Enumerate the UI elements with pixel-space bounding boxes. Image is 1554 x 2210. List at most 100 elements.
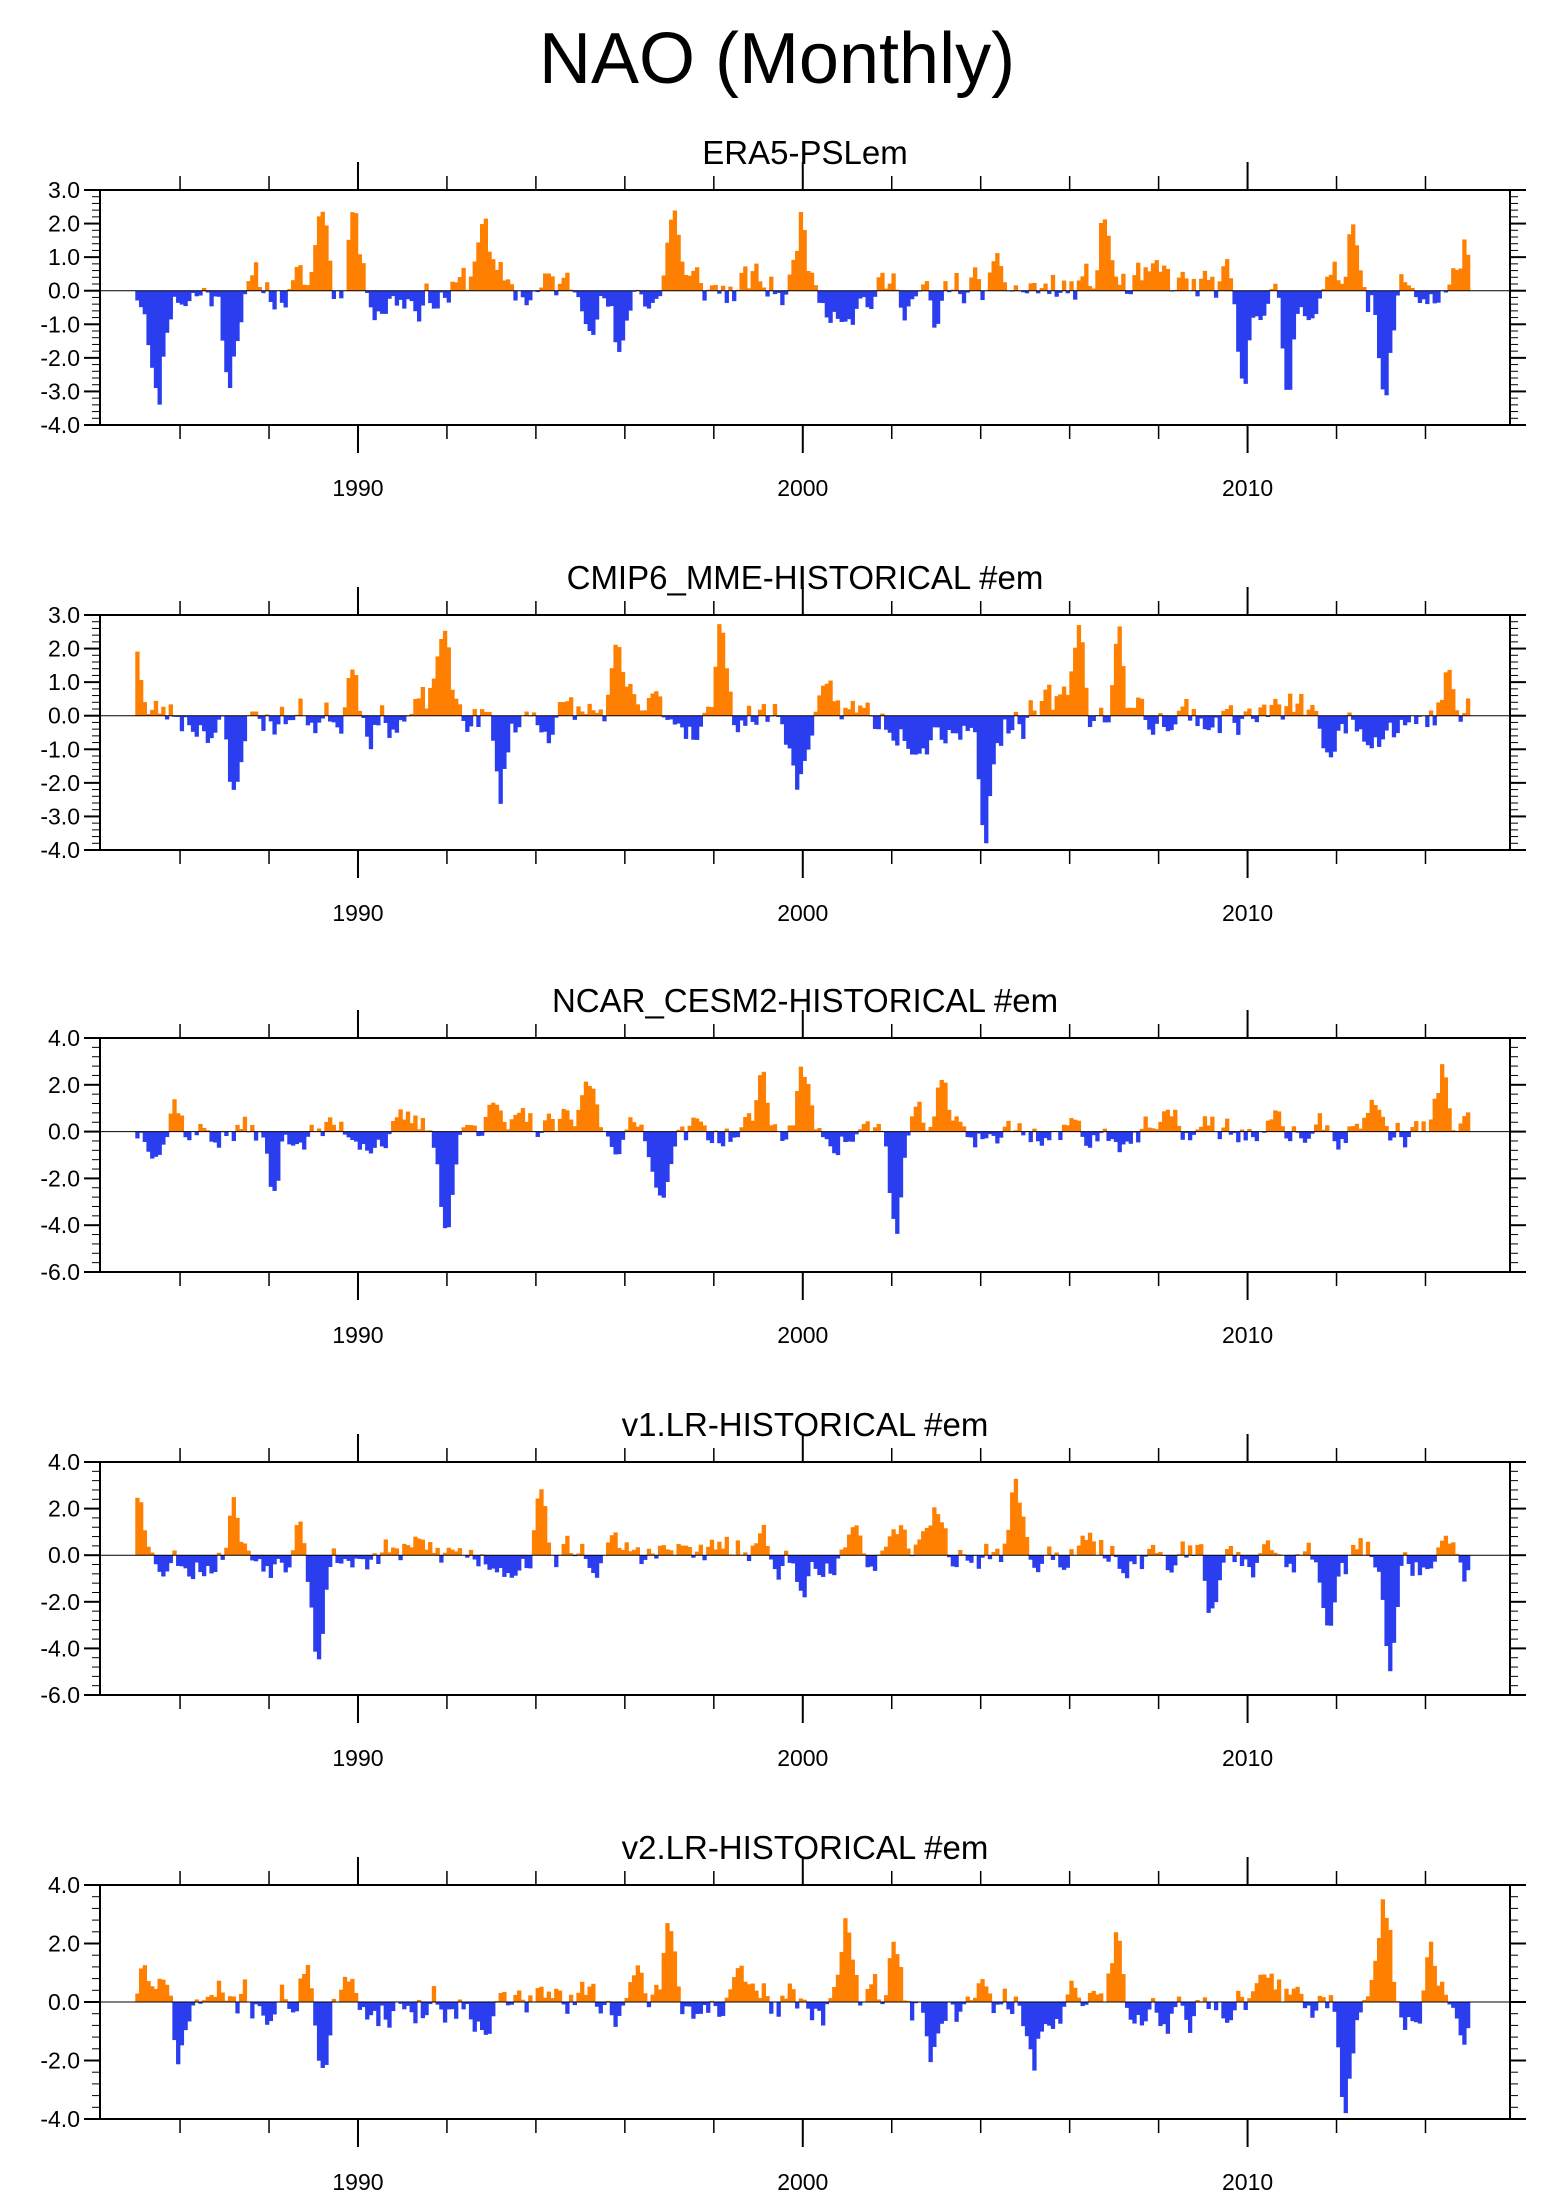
positive-anomaly-bar [950,289,956,291]
negative-anomaly-bar [654,290,659,299]
negative-anomaly-bar [732,1131,737,1138]
panel-title: NCAR_CESM2-HISTORICAL #em [552,982,1058,1019]
negative-anomaly-bar [483,2002,489,2035]
negative-anomaly-bar [1165,2002,1171,2034]
x-tick-label: 2000 [777,475,828,501]
negative-anomaly-bar [205,1555,211,1566]
positive-anomaly-bar [1199,1544,1204,1556]
negative-anomaly-bar [276,1131,281,1181]
negative-anomaly-bar [809,715,815,736]
positive-anomaly-bar [583,1081,589,1132]
negative-anomaly-bar [287,715,292,721]
negative-anomaly-bar [224,290,229,373]
negative-anomaly-bar [620,1131,626,1140]
positive-anomaly-bar [817,1127,822,1132]
negative-anomaly-bar [213,1555,218,1572]
positive-anomaly-bar [1076,280,1082,291]
positive-anomaly-bar [1269,1550,1274,1556]
positive-anomaly-bar [1362,1117,1367,1132]
positive-anomaly-bar [580,1095,585,1132]
positive-anomaly-bar [1288,1994,1293,2002]
negative-anomaly-bar [361,715,366,718]
positive-anomaly-bar [694,267,700,291]
positive-anomaly-bar [294,266,299,291]
negative-anomaly-bar [554,715,559,718]
positive-anomaly-bar [328,1117,333,1132]
negative-anomaly-bar [1425,290,1430,305]
negative-anomaly-bar [1365,290,1371,313]
y-tick-label: 1.0 [48,669,80,695]
positive-anomaly-bar [546,1542,552,1556]
positive-anomaly-bar [1443,1535,1449,1556]
positive-anomaly-bar [739,1965,744,2002]
negative-anomaly-bar [1139,2002,1145,2026]
negative-anomaly-bar [832,1131,837,1154]
positive-anomaly-bar [1176,710,1182,716]
negative-anomaly-bar [991,1131,996,1136]
positive-anomaly-bar [1136,262,1141,291]
positive-anomaly-bar [787,1983,792,2002]
positive-anomaly-bar [1158,713,1163,716]
negative-anomaly-bar [987,715,993,797]
negative-anomaly-bar [1065,1555,1070,1568]
positive-anomaly-bar [1091,1541,1096,1556]
positive-anomaly-bar [932,1116,937,1132]
negative-anomaly-bar [1050,2002,1056,2029]
negative-anomaly-bar [1213,290,1219,298]
negative-anomaly-bar [1380,715,1386,740]
negative-anomaly-bar [346,1131,351,1138]
negative-anomaly-bar [1202,715,1208,730]
y-tick-label: 2.0 [48,1496,80,1522]
negative-anomaly-bar [672,1131,678,1147]
positive-anomaly-bar [1021,1516,1026,1556]
negative-anomaly-bar [554,290,559,296]
negative-anomaly-bar [198,2002,203,2004]
positive-anomaly-bar [472,1125,477,1132]
positive-anomaly-bar [454,698,459,716]
positive-anomaly-bar [1184,699,1189,716]
positive-anomaly-bar [1299,694,1304,716]
negative-anomaly-bar [865,1555,870,1568]
negative-anomaly-bar [1061,1555,1067,1570]
positive-anomaly-bar [331,1124,337,1132]
negative-anomaly-bar [231,715,236,790]
y-tick-label: -1.0 [40,311,80,337]
negative-anomaly-bar [602,290,607,299]
positive-anomaly-bar [1013,1478,1019,1556]
negative-anomaly-bar [917,715,922,754]
negative-anomaly-bar [339,290,344,299]
positive-anomaly-bar [835,1974,841,2002]
negative-anomaly-bar [735,1131,741,1138]
positive-anomaly-bar [1228,278,1234,291]
negative-anomaly-bar [795,2002,800,2009]
positive-anomaly-bar [1273,1552,1278,1556]
negative-anomaly-bar [168,290,173,320]
negative-anomaly-bar [357,1131,362,1150]
positive-anomaly-bar [654,1984,659,2002]
positive-anomaly-bar [1032,282,1037,291]
negative-anomaly-bar [290,715,296,721]
negative-anomaly-bar [1432,715,1437,726]
positive-anomaly-bar [839,1549,844,1556]
positive-anomaly-bar [1087,1532,1093,1556]
positive-anomaly-bar [813,711,818,716]
negative-anomaly-bar [1032,2002,1037,2071]
negative-anomaly-bar [391,2002,396,2012]
negative-anomaly-bar [1128,1555,1133,1562]
positive-anomaly-bar [172,1550,177,1556]
positive-anomaly-bar [887,283,893,291]
positive-anomaly-bar [743,1552,748,1556]
positive-anomaly-bar [650,1994,655,2002]
negative-anomaly-bar [1332,715,1337,752]
negative-anomaly-bar [524,2002,529,2013]
positive-anomaly-bar [872,1974,878,2002]
negative-anomaly-bar [1369,1555,1374,1558]
negative-anomaly-bar [1084,2002,1089,2005]
negative-anomaly-bar [702,2002,707,2006]
negative-anomaly-bar [268,290,274,302]
positive-anomaly-bar [1221,710,1226,716]
negative-anomaly-bar [187,2002,192,2022]
positive-anomaly-bar [887,1958,893,2002]
positive-anomaly-bar [1202,1116,1208,1132]
positive-anomaly-bar [880,1550,885,1556]
